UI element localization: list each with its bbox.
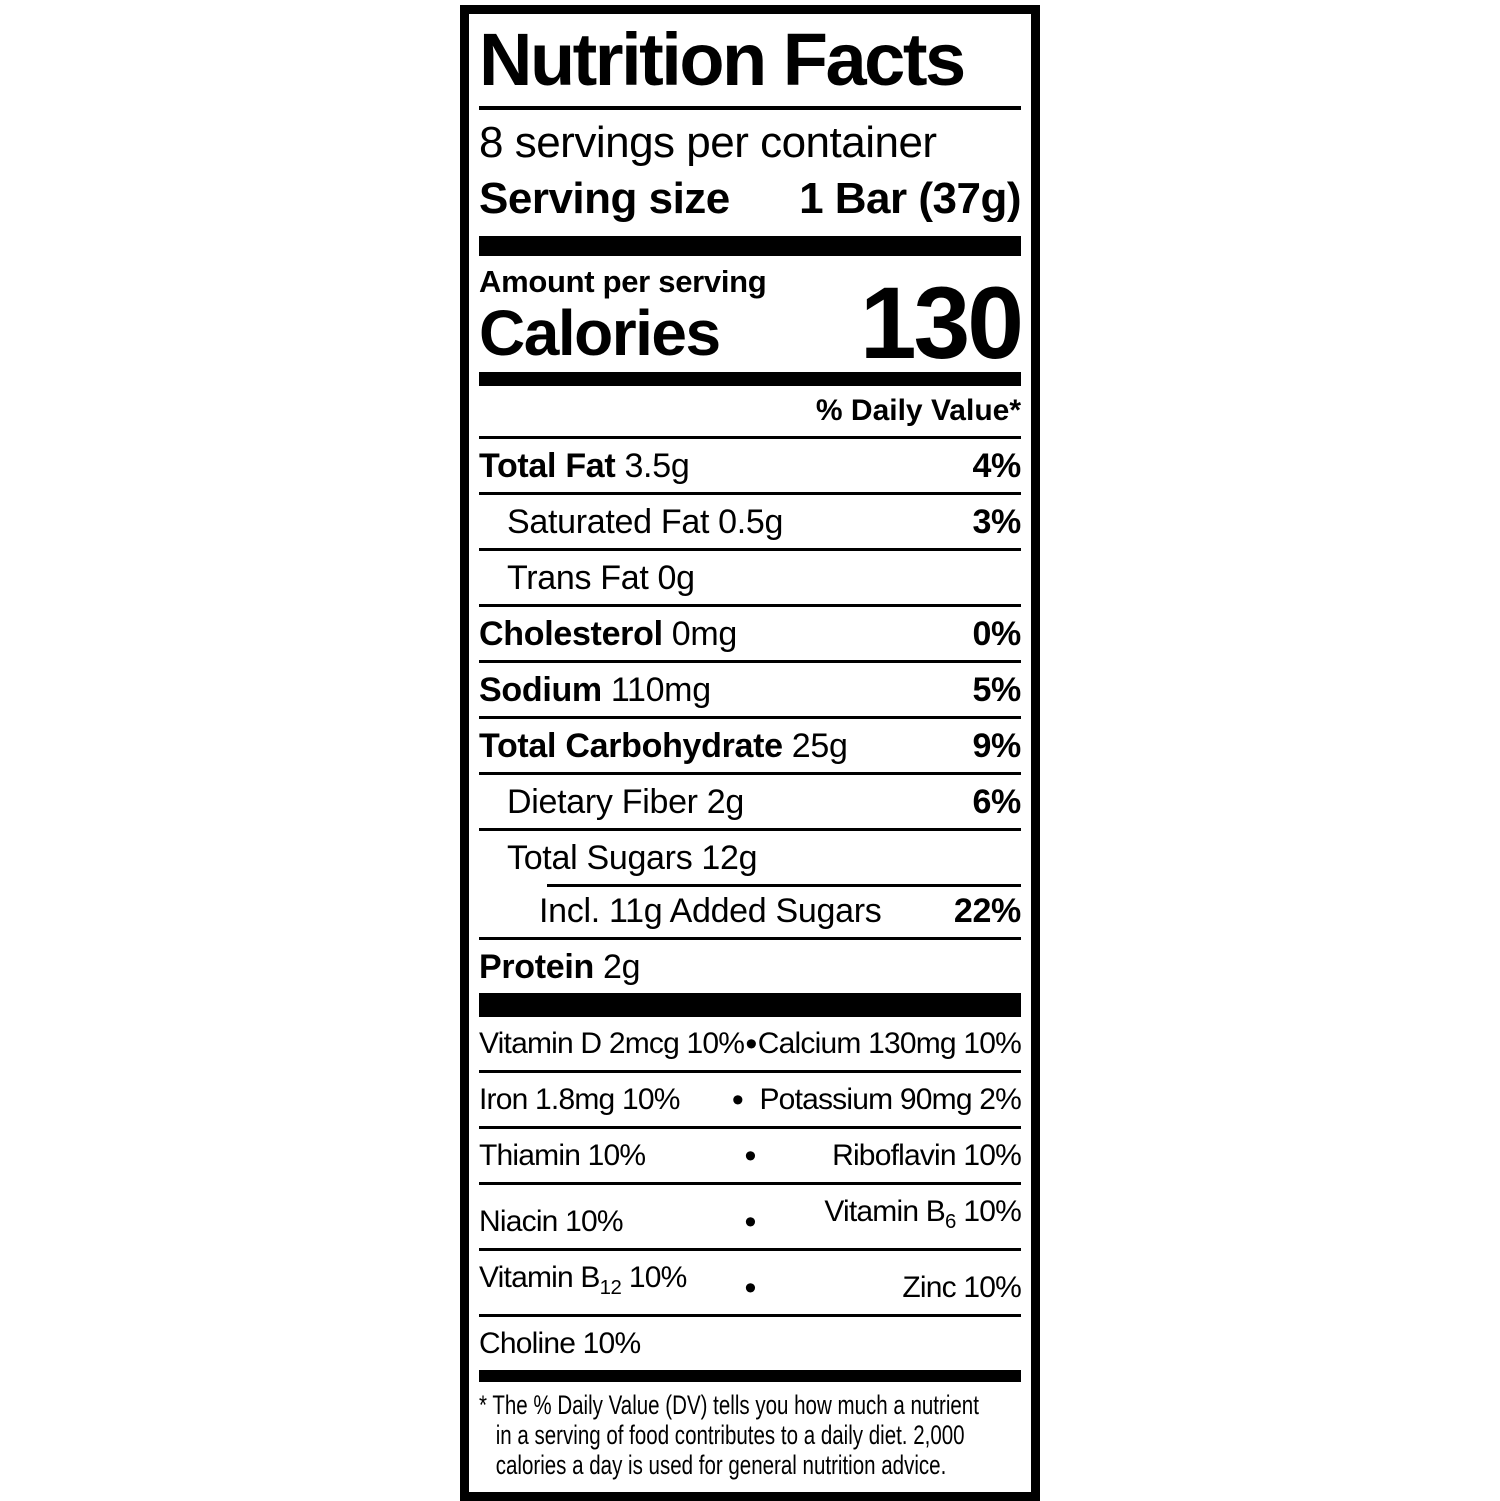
micronutrient-left: Choline 10% [479, 1327, 641, 1360]
bullet-icon: • [744, 1203, 756, 1241]
nutrient-left: Incl. 11g Added Sugars [479, 891, 882, 931]
nutrient-left: Dietary Fiber 2g [479, 782, 744, 822]
nutrient-row-total-fat: Total Fat 3.5g 4% [479, 439, 1021, 492]
nutrient-amount: 0mg [671, 615, 738, 653]
nutrient-row-cholesterol: Cholesterol 0mg 0% [479, 604, 1021, 660]
micronutrient-right-text: 10% [955, 1195, 1021, 1228]
nutrient-row-total-sugars: Total Sugars 12g [479, 828, 1021, 884]
footnote-line-3: calories a day is used for general nutri… [495, 1450, 947, 1480]
micronutrient-row-vitamin-b12-zinc: Vitamin B12 10% • Zinc 10% [479, 1248, 1022, 1314]
bullet-icon: • [744, 1269, 756, 1307]
serving-size-row: Serving size 1 Bar (37g) [479, 170, 1021, 236]
thick-divider-calories [479, 372, 1021, 386]
micronutrient-left: Vitamin D 2mcg 10% [479, 1027, 745, 1060]
nutrient-amount: 0.5g [718, 503, 784, 541]
micronutrient-left: Thiamin 10% [479, 1139, 646, 1172]
nutrient-dv: 5% [972, 671, 1021, 709]
vitamin-b6-subscript: 6 [944, 1211, 956, 1233]
calories-value: 130 [859, 266, 1024, 380]
amount-per-serving-label: Amount per serving [479, 264, 767, 299]
micronutrient-left: Iron 1.8mg 10% [479, 1083, 680, 1116]
micronutrient-right: Vitamin B6 10% [772, 1194, 1021, 1240]
micronutrient-left-text: Vitamin B [479, 1261, 600, 1294]
nutrient-name: Saturated Fat [507, 503, 710, 541]
nutrient-name: Cholesterol [479, 615, 663, 653]
thick-divider-top [479, 236, 1021, 256]
servings-per-container: 8 servings per container [479, 118, 937, 167]
nutrient-amount: 12g [701, 839, 758, 877]
nutrient-name: Incl. 11g Added Sugars [539, 892, 882, 930]
bullet-icon: • [731, 1081, 744, 1119]
micronutrient-row-iron-potassium: Iron 1.8mg 10% • Potassium 90mg 2% [479, 1070, 1022, 1126]
nutrient-left: Cholesterol 0mg [479, 614, 737, 654]
micronutrient-left-text: 10% [621, 1261, 687, 1294]
nutrient-left: Total Sugars 12g [479, 838, 758, 878]
nutrient-row-total-carbohydrate: Total Carbohydrate 25g 9% [479, 716, 1021, 772]
nutrient-amount: 25g [791, 727, 848, 765]
nutrient-left: Trans Fat 0g [479, 558, 695, 598]
calories-left: Amount per serving Calories [479, 264, 767, 369]
footnote-line-1: * The % Daily Value (DV) tells you how m… [479, 1390, 979, 1420]
nutrient-left: Saturated Fat 0.5g [479, 502, 783, 542]
micronutrient-row-vitamin-d-calcium: Vitamin D 2mcg 10% • Calcium 130mg 10% [479, 1017, 1022, 1070]
label-title: Nutrition Facts [479, 18, 1021, 110]
nutrient-dv: 0% [972, 615, 1021, 653]
vitamin-b12-subscript: 12 [599, 1277, 622, 1299]
nutrient-dv: 3% [972, 503, 1021, 541]
micronutrient-row-choline: Choline 10% [479, 1314, 1021, 1370]
thick-divider-footnote [479, 1370, 1021, 1382]
calories-block: Amount per serving Calories 130 [479, 256, 1024, 380]
nutrient-left: Total Carbohydrate 25g [479, 726, 848, 766]
serving-size-label: Serving size [479, 174, 730, 223]
micronutrient-right: Potassium 90mg 2% [759, 1083, 1021, 1116]
micronutrient-right: Riboflavin 10% [832, 1139, 1022, 1172]
nutrient-name: Total Fat [479, 447, 616, 485]
micronutrient-left: Niacin 10% [479, 1205, 624, 1238]
nutrient-name: Trans Fat [507, 559, 649, 597]
thick-divider-protein [479, 993, 1021, 1017]
nutrient-row-trans-fat: Trans Fat 0g [479, 548, 1021, 604]
nutrient-row-saturated-fat: Saturated Fat 0.5g 3% [479, 492, 1021, 548]
serving-size-value: 1 Bar (37g) [799, 174, 1021, 223]
calories-label: Calories [479, 297, 721, 369]
nutrient-name: Dietary Fiber [507, 783, 698, 821]
micronutrient-right: Calcium 130mg 10% [757, 1027, 1022, 1060]
micronutrient-row-niacin-vitamin-b6: Niacin 10% • Vitamin B6 10% [479, 1182, 1022, 1248]
nutrient-dv: 4% [972, 447, 1021, 485]
nutrient-dv: 22% [953, 892, 1021, 930]
nutrient-amount: 0g [657, 559, 696, 597]
nutrient-name: Sodium [479, 671, 602, 709]
micronutrient-right: Zinc 10% [902, 1271, 1021, 1304]
bullet-icon: • [744, 1137, 756, 1175]
micronutrient-left: Vitamin B12 10% [479, 1260, 728, 1306]
nutrient-amount: 2g [603, 948, 641, 986]
nutrient-row-dietary-fiber: Dietary Fiber 2g 6% [479, 772, 1021, 828]
daily-value-footnote: * The % Daily Value (DV) tells you how m… [479, 1382, 1021, 1490]
nutrient-amount: 110mg [610, 671, 711, 709]
nutrient-dv: 6% [972, 783, 1021, 821]
nutrient-left: Protein 2g [479, 947, 641, 987]
micronutrient-row-thiamin-riboflavin: Thiamin 10% • Riboflavin 10% [479, 1126, 1022, 1182]
nutrient-row-added-sugars: Incl. 11g Added Sugars 22% [479, 884, 1021, 937]
bullet-icon: • [745, 1025, 757, 1063]
footnote-line-2: in a serving of food contributes to a da… [495, 1420, 965, 1450]
daily-value-header: % Daily Value* [479, 386, 1021, 439]
nutrient-amount: 2g [706, 783, 745, 821]
nutrient-dv: 9% [972, 727, 1021, 765]
micronutrient-right-text: Vitamin B [824, 1195, 945, 1228]
nutrient-name: Total Sugars [507, 839, 693, 877]
nutrient-left: Total Fat 3.5g [479, 446, 690, 486]
nutrient-name: Protein [479, 948, 595, 986]
nutrient-amount: 3.5g [624, 447, 690, 485]
nutrient-left: Sodium 110mg [479, 670, 711, 710]
nutrition-facts-label: Nutrition Facts 8 servings per container… [460, 5, 1040, 1501]
nutrient-row-sodium: Sodium 110mg 5% [479, 660, 1021, 716]
nutrient-row-protein: Protein 2g [479, 937, 1021, 993]
nutrient-name: Total Carbohydrate [479, 727, 783, 765]
